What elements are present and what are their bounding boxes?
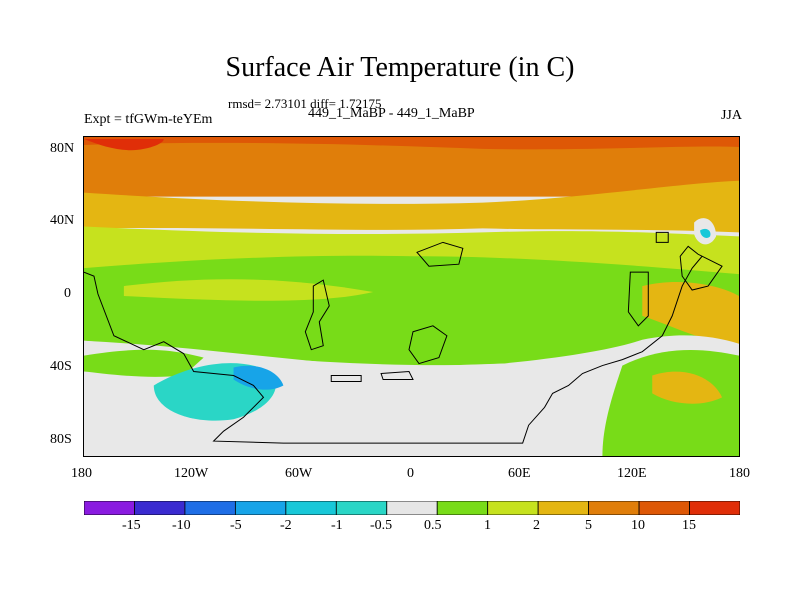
region-australia-warm bbox=[652, 371, 723, 404]
x-tick-label: 0 bbox=[407, 466, 414, 481]
x-tick-label: 180 bbox=[71, 466, 92, 481]
colorbar-label: -0.5 bbox=[370, 518, 393, 533]
coastline bbox=[416, 241, 464, 267]
colorbar-segment bbox=[335, 501, 388, 515]
colorbar-segment bbox=[537, 501, 590, 515]
experiment-label: Expt = tfGWm-teYEm bbox=[84, 112, 213, 127]
y-tick-label: 0 bbox=[64, 286, 71, 301]
temperature-difference-map bbox=[83, 136, 740, 457]
y-tick-label: 80S bbox=[50, 432, 72, 447]
colorbar-label: 5 bbox=[585, 518, 592, 533]
colorbar-label: -15 bbox=[122, 518, 141, 533]
colorbar-segment bbox=[184, 501, 236, 515]
region-arctic-hot bbox=[84, 137, 739, 150]
region-australia-green bbox=[602, 349, 739, 456]
x-tick-label: 60E bbox=[508, 466, 531, 481]
colorbar-segment bbox=[234, 501, 287, 515]
region-colder-anomaly bbox=[233, 365, 284, 390]
coastline bbox=[679, 245, 723, 291]
colorbar-label: 2 bbox=[533, 518, 540, 533]
x-tick-label: 120E bbox=[617, 466, 647, 481]
coastline bbox=[655, 231, 669, 243]
colorbar-label: 1 bbox=[484, 518, 491, 533]
coastline bbox=[304, 279, 330, 351]
colorbar-label: 15 bbox=[682, 518, 696, 533]
colorbar-segment bbox=[84, 501, 135, 515]
colorbar-label: -2 bbox=[280, 518, 292, 533]
color-scale-bar bbox=[84, 501, 740, 515]
season-label: JJA bbox=[720, 108, 742, 123]
x-tick-label: 180 bbox=[729, 466, 750, 481]
colorbar-segment bbox=[436, 501, 489, 515]
region-midlat-warm bbox=[84, 180, 739, 233]
colorbar-segment bbox=[689, 501, 740, 515]
x-tick-label: 60W bbox=[285, 466, 313, 481]
y-tick-label: 40N bbox=[50, 213, 75, 228]
colorbar-label: -5 bbox=[230, 518, 242, 533]
coastline bbox=[408, 325, 448, 365]
colorbar-segment bbox=[487, 501, 539, 515]
colorbar-label: 0.5 bbox=[424, 518, 442, 533]
region-pacific-band bbox=[123, 279, 374, 301]
x-tick-label: 120W bbox=[174, 466, 209, 481]
region-west-pacific-warm bbox=[642, 281, 739, 346]
coastline bbox=[627, 271, 649, 327]
coastline bbox=[330, 375, 362, 382]
statistics-line: rmsd= 2.73101 diff= 1.72175 bbox=[228, 96, 382, 111]
colorbar-label: 10 bbox=[631, 518, 645, 533]
colorbar-label: -10 bbox=[172, 518, 191, 533]
colorbar-label: -1 bbox=[331, 518, 343, 533]
region-arctic-cold-core bbox=[700, 228, 711, 238]
colorbar-segment bbox=[638, 501, 690, 515]
colorbar-segment bbox=[588, 501, 640, 515]
coastline bbox=[84, 255, 703, 444]
colorbar-segment bbox=[386, 501, 438, 515]
y-tick-label: 40S bbox=[50, 359, 72, 374]
region-south-pacific-green bbox=[84, 349, 204, 377]
y-tick-label: 80N bbox=[50, 141, 75, 156]
difference-label: 449_1_MaBP - 449_1_MaBP bbox=[308, 106, 475, 121]
region-arctic-hottest bbox=[84, 138, 164, 151]
colorbar-segment bbox=[285, 501, 337, 515]
plot-title: Surface Air Temperature (in C) bbox=[225, 52, 575, 83]
coastline bbox=[380, 371, 414, 380]
colorbar-segment bbox=[134, 501, 186, 515]
